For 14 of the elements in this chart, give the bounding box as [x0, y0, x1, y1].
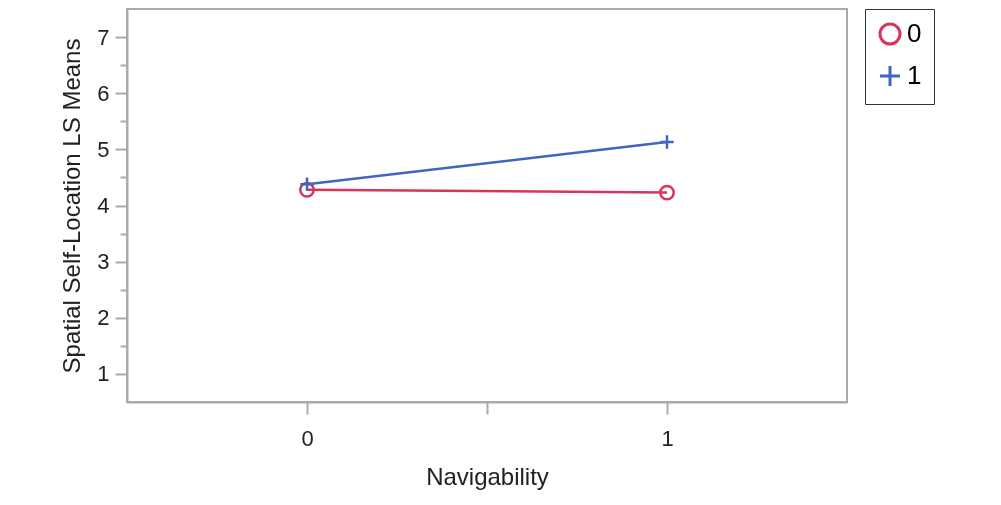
x-axis-title: Navigability — [426, 462, 549, 490]
y-tick-label: 2 — [97, 305, 110, 331]
y-tick-label: 4 — [97, 193, 110, 218]
y-tick-label: 3 — [97, 249, 110, 275]
legend-label: 0 — [907, 18, 922, 48]
y-axis-title: Spatial Self-Location LS Means — [58, 38, 86, 374]
legend-label: 1 — [907, 60, 922, 90]
point — [659, 134, 675, 151]
y-tick-label: 7 — [97, 24, 110, 50]
y-tick-label: 1 — [97, 361, 110, 387]
y-tick-label: 6 — [97, 80, 110, 106]
y-tick-label: 5 — [97, 136, 110, 162]
point — [659, 184, 675, 201]
point — [299, 176, 315, 193]
